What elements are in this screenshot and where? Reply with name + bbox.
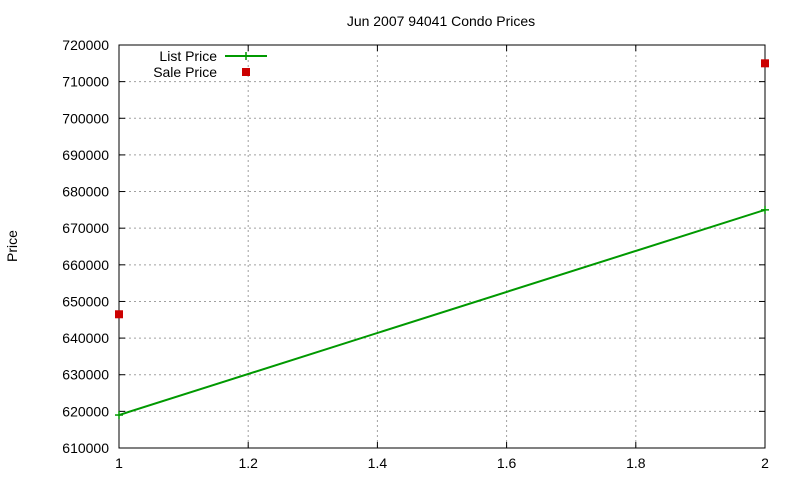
x-tick-label: 2 xyxy=(761,455,769,471)
list-price-legend-label: List Price xyxy=(159,48,217,64)
plot-frame xyxy=(118,44,766,449)
y-tick-label: 650000 xyxy=(62,293,109,309)
y-tick-label: 660000 xyxy=(62,257,109,273)
x-tick-label: 1.8 xyxy=(626,455,646,471)
grid-lines xyxy=(119,45,765,448)
y-tick-label: 630000 xyxy=(62,367,109,383)
x-tick-label: 1.2 xyxy=(238,455,258,471)
y-tick-label: 720000 xyxy=(62,37,109,53)
x-ticks: 1 1.2 1.4 1.6 1.8 2 xyxy=(115,45,769,471)
x-tick-label: 1.6 xyxy=(497,455,517,471)
chart-title: Jun 2007 94041 Condo Prices xyxy=(347,13,535,29)
y-tick-label: 710000 xyxy=(62,74,109,90)
y-ticks: 610000 620000 630000 640000 650000 660000 6700… xyxy=(62,37,765,456)
x-tick-label: 1 xyxy=(115,455,123,471)
y-tick-label: 620000 xyxy=(62,403,109,419)
list-price-point xyxy=(115,411,123,420)
list-price-point xyxy=(761,205,769,214)
list-price-line xyxy=(118,208,766,416)
y-tick-label: 700000 xyxy=(62,110,109,126)
sale-price-point xyxy=(115,310,123,319)
y-tick-label: 690000 xyxy=(62,147,109,163)
sale-price-legend-label: Sale Price xyxy=(153,64,217,80)
y-tick-label: 670000 xyxy=(62,220,109,236)
sale-price-legend-marker xyxy=(242,68,250,76)
x-tick-label: 1.4 xyxy=(368,455,388,471)
y-tick-label: 640000 xyxy=(62,330,109,346)
list-price-legend-marker xyxy=(242,52,250,60)
sale-price-point xyxy=(761,59,769,68)
y-axis-label: Price xyxy=(4,230,20,262)
y-tick-label: 610000 xyxy=(62,440,109,456)
series-layer xyxy=(115,59,769,420)
y-tick-label: 680000 xyxy=(62,184,109,200)
